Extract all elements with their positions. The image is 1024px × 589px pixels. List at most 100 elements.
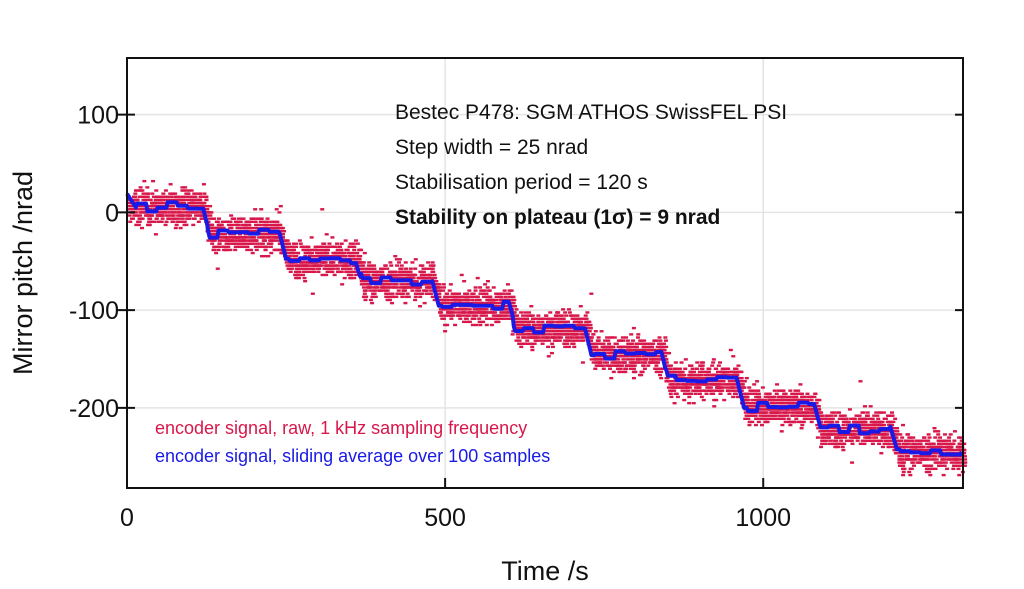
raw-sample [835, 442, 840, 446]
raw-sample [391, 273, 396, 277]
raw-sample [565, 342, 570, 345]
raw-sample [260, 233, 265, 236]
raw-sample [464, 311, 469, 314]
raw-sample [625, 358, 630, 361]
raw-sample [839, 414, 844, 417]
raw-sample [226, 223, 231, 227]
raw-sample [140, 226, 145, 230]
raw-sample [205, 208, 210, 211]
raw-sample [505, 283, 510, 286]
raw-sample [675, 395, 680, 399]
raw-sample [487, 317, 492, 320]
raw-sample [841, 423, 846, 427]
raw-sample [706, 370, 711, 374]
raw-sample [692, 376, 697, 380]
raw-sample [329, 267, 334, 270]
raw-sample [850, 461, 855, 464]
raw-sample [679, 361, 684, 364]
raw-sample [673, 361, 678, 364]
raw-sample [595, 355, 600, 358]
raw-sample [380, 280, 385, 283]
raw-sample [289, 267, 294, 270]
raw-sample [585, 323, 590, 327]
raw-sample [159, 220, 164, 223]
raw-sample [240, 223, 245, 227]
raw-sample [731, 380, 736, 383]
raw-sample [202, 204, 207, 208]
raw-sample [596, 339, 601, 342]
raw-sample [183, 211, 188, 214]
raw-sample [309, 236, 314, 239]
raw-sample [241, 242, 246, 245]
raw-sample [895, 452, 900, 455]
raw-sample [560, 330, 565, 333]
raw-sample [474, 323, 479, 327]
raw-sample [594, 348, 599, 352]
raw-sample [237, 242, 242, 245]
raw-sample [628, 358, 633, 361]
raw-sample [189, 204, 194, 208]
raw-sample [693, 389, 698, 392]
raw-sample [712, 398, 717, 402]
raw-sample [619, 364, 624, 367]
raw-sample [793, 392, 798, 395]
raw-sample [464, 295, 469, 299]
raw-sample [273, 236, 278, 239]
raw-sample [236, 217, 241, 220]
raw-sample [912, 464, 917, 467]
raw-sample [360, 280, 365, 283]
raw-sample [199, 217, 204, 220]
raw-sample [330, 254, 335, 258]
raw-sample [781, 414, 786, 417]
raw-sample [278, 223, 283, 227]
raw-sample [201, 183, 206, 186]
raw-sample [504, 314, 509, 317]
raw-sample [687, 401, 692, 405]
raw-sample [733, 383, 738, 386]
raw-sample [362, 292, 367, 295]
raw-sample [157, 198, 162, 202]
raw-sample [561, 317, 566, 320]
raw-sample [311, 267, 316, 270]
raw-sample [900, 452, 905, 455]
raw-sample [319, 264, 324, 267]
raw-sample [654, 339, 659, 342]
raw-sample [740, 383, 745, 386]
raw-sample [471, 311, 476, 314]
raw-sample [308, 254, 313, 258]
raw-sample [249, 242, 254, 245]
raw-sample [905, 433, 910, 436]
raw-sample [823, 423, 828, 427]
raw-sample [653, 367, 658, 370]
raw-sample [287, 242, 292, 245]
raw-sample [411, 276, 416, 280]
raw-sample [313, 245, 318, 249]
raw-sample [839, 436, 844, 439]
raw-sample [663, 355, 668, 358]
raw-sample [395, 273, 400, 277]
raw-sample [632, 376, 637, 380]
raw-sample [910, 461, 915, 464]
raw-sample [192, 192, 197, 195]
raw-sample [576, 317, 581, 320]
raw-sample [195, 211, 200, 214]
raw-sample [609, 345, 614, 349]
raw-sample [395, 292, 400, 295]
raw-sample [718, 392, 723, 395]
raw-sample [744, 376, 749, 380]
raw-sample [333, 264, 338, 267]
raw-sample [595, 342, 600, 345]
raw-sample [335, 248, 340, 252]
raw-sample [623, 370, 628, 374]
raw-sample [473, 286, 478, 289]
raw-sample [631, 345, 636, 349]
raw-sample [919, 445, 924, 449]
raw-sample [233, 245, 238, 249]
raw-sample [527, 333, 532, 336]
raw-sample [559, 336, 564, 339]
raw-sample [721, 380, 726, 383]
raw-sample [908, 439, 913, 442]
raw-sample [404, 295, 409, 299]
raw-sample [288, 270, 293, 274]
raw-sample [165, 195, 170, 198]
